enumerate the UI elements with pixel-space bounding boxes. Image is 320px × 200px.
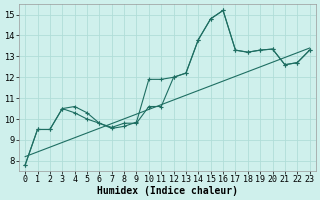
X-axis label: Humidex (Indice chaleur): Humidex (Indice chaleur) [97,186,238,196]
